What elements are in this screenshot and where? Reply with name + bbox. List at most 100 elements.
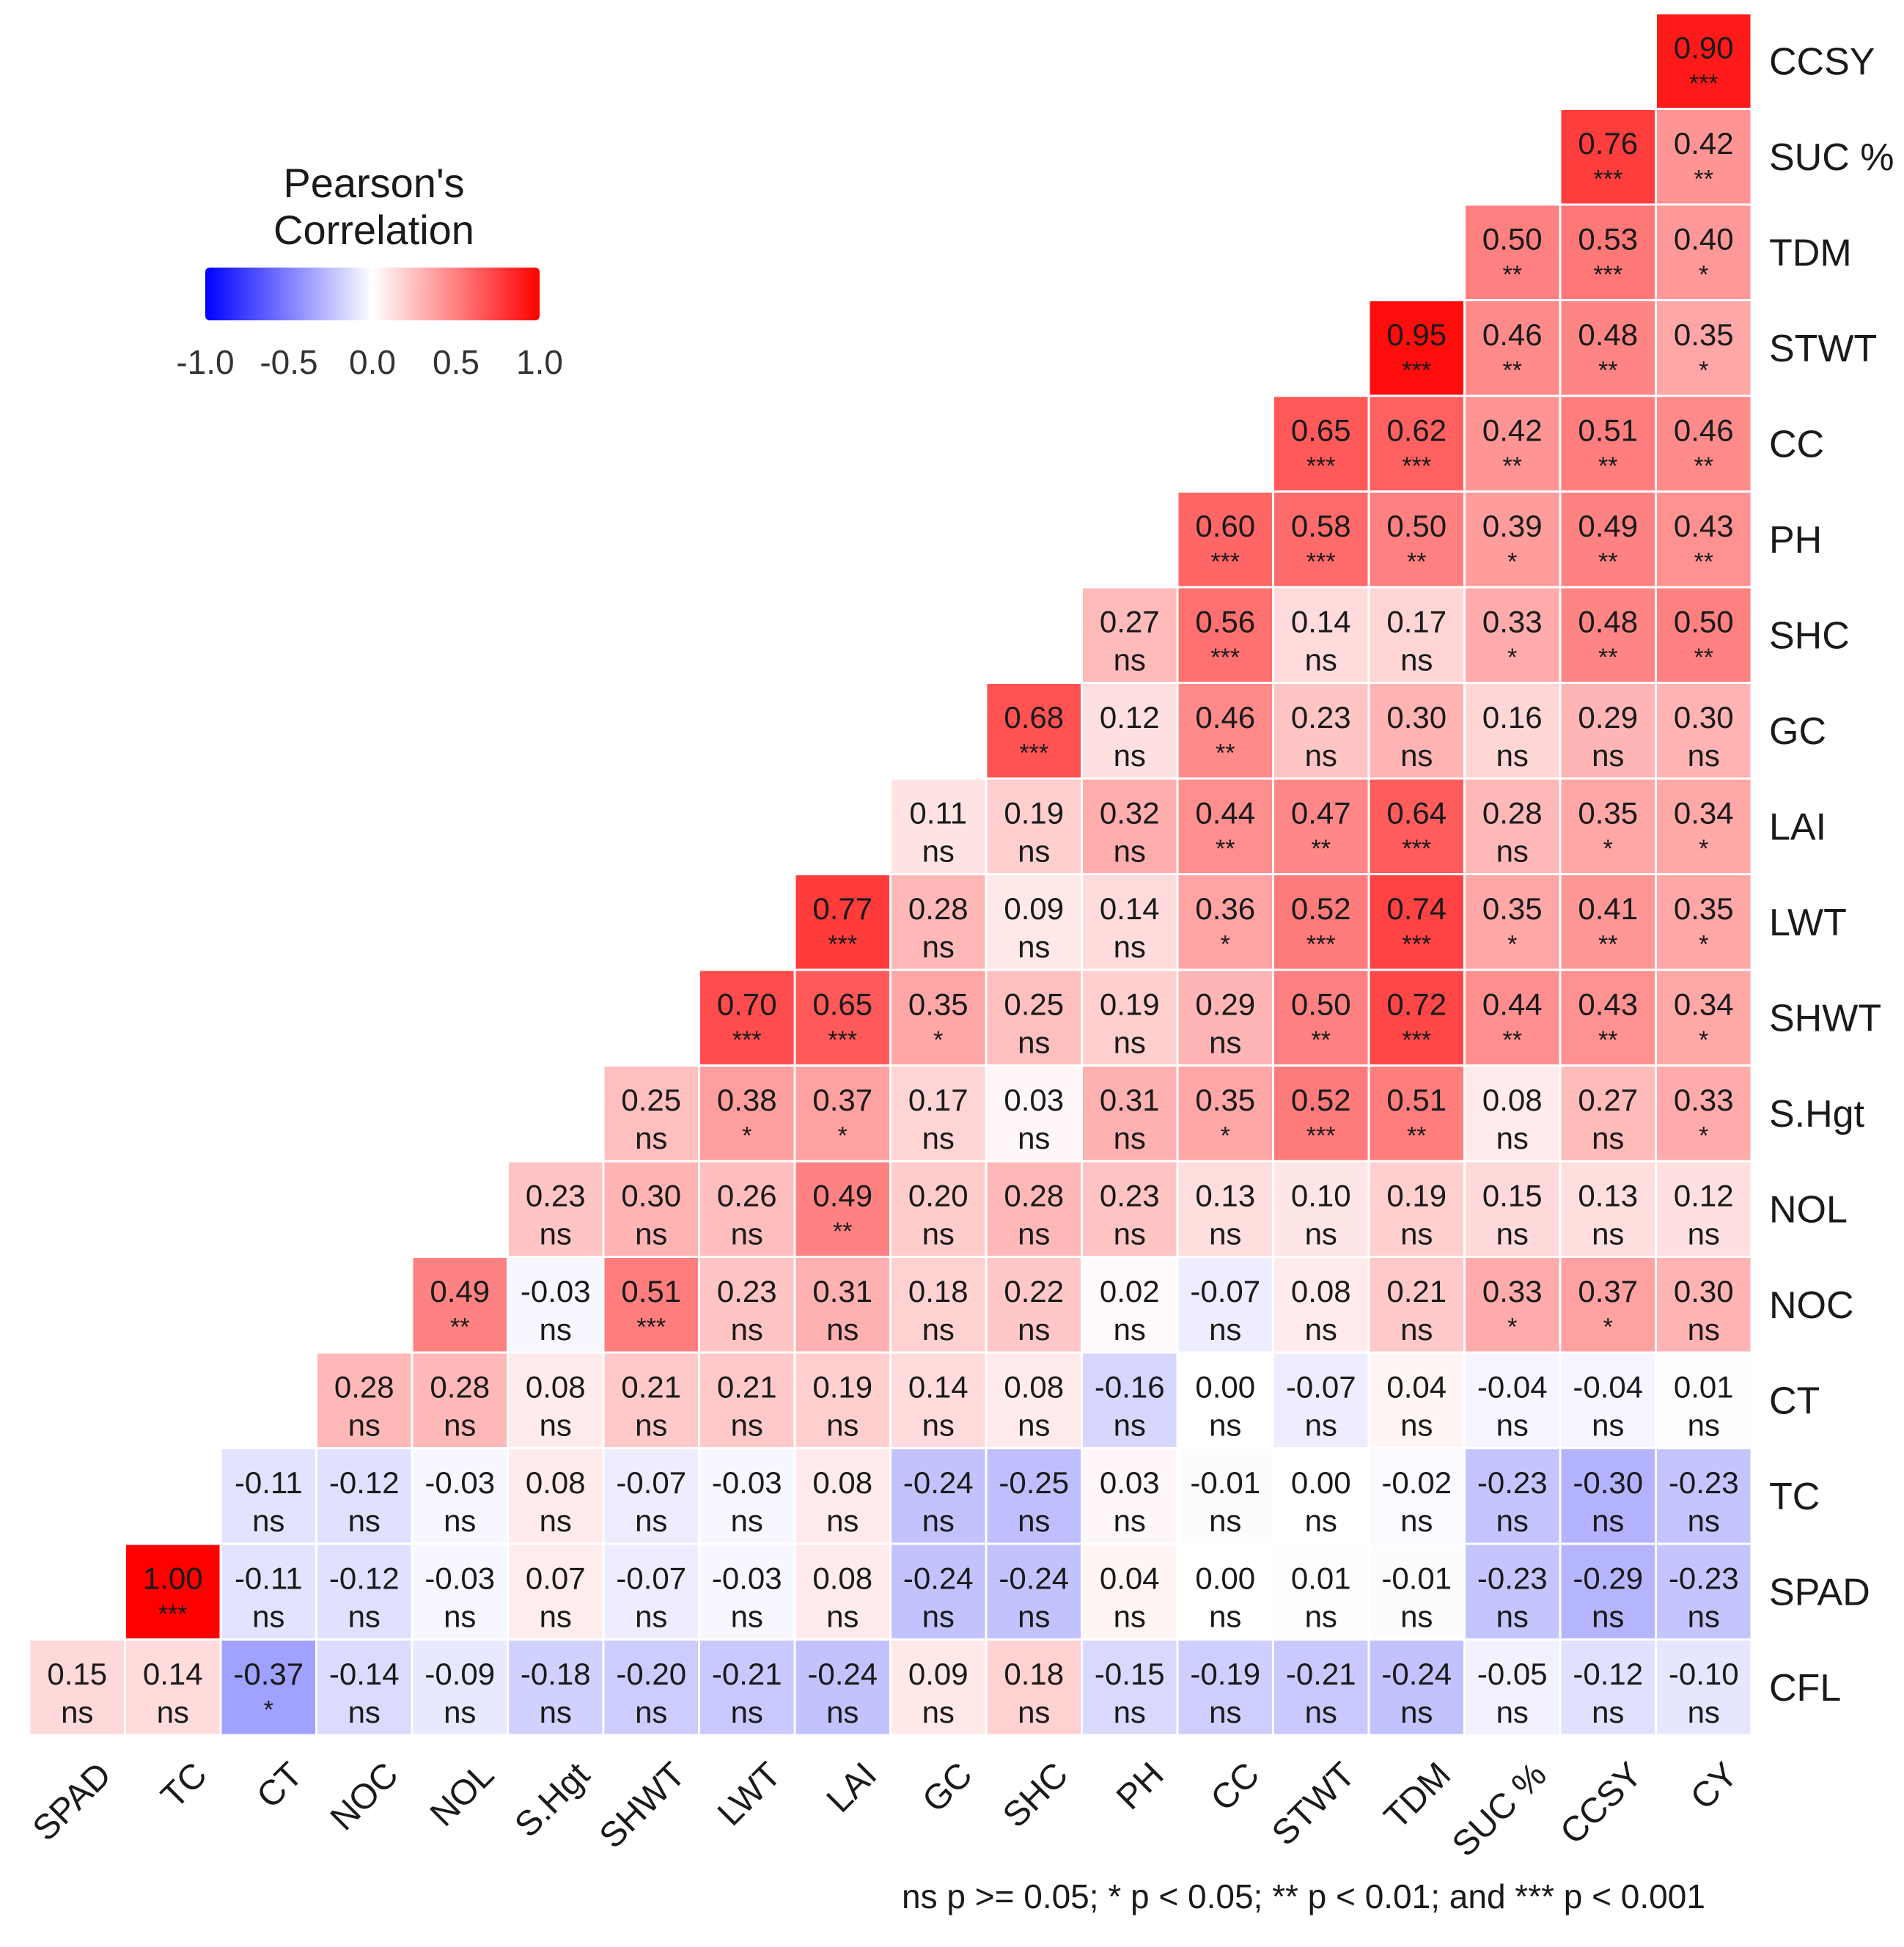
cell-value: 0.01 — [1674, 1369, 1734, 1404]
cell-significance: ns — [1209, 1600, 1241, 1634]
cell-value: 0.31 — [812, 1274, 872, 1309]
cell-significance: ns — [252, 1504, 284, 1538]
cell-significance: ns — [826, 1408, 859, 1443]
cell-value: 0.37 — [1578, 1274, 1638, 1309]
cell-value: -0.02 — [1381, 1465, 1452, 1500]
cell-value: -0.04 — [1477, 1369, 1548, 1404]
y-axis-label: CCSY — [1769, 40, 1875, 83]
cell-value: 0.35 — [908, 987, 968, 1021]
cell-value: -0.11 — [235, 1465, 303, 1500]
legend-title-line2: Correlation — [273, 207, 474, 253]
cell-significance: * — [1507, 931, 1517, 959]
heatmap-cell — [1083, 971, 1177, 1064]
heatmap-cell — [509, 1162, 603, 1256]
cell-value: 0.08 — [812, 1561, 872, 1595]
legend-title: Pearson's Correlation — [220, 160, 528, 254]
cell-value: 0.46 — [1195, 700, 1255, 735]
heatmap-cell — [892, 779, 985, 873]
cell-significance: ns — [1018, 930, 1050, 964]
heatmap-cell — [1561, 1162, 1655, 1256]
cell-significance: ns — [1496, 1217, 1529, 1251]
cell-value: 0.21 — [717, 1369, 777, 1404]
heatmap-cell — [1657, 1258, 1751, 1352]
cell-value: 0.10 — [1291, 1178, 1351, 1212]
cell-value: -0.23 — [1669, 1465, 1739, 1500]
cell-significance: ns — [1018, 1695, 1050, 1729]
heatmap-cell — [1178, 1067, 1272, 1160]
cell-value: 0.28 — [1004, 1178, 1064, 1212]
heatmap-cell — [1657, 1641, 1751, 1734]
cell-value: 0.28 — [908, 891, 968, 926]
heatmap-cell — [413, 1449, 507, 1543]
cell-significance: ns — [1209, 1312, 1241, 1347]
heatmap-cell — [413, 1258, 507, 1352]
cell-significance: ** — [1598, 644, 1617, 671]
cell-value: 0.52 — [1291, 1083, 1351, 1117]
heatmap-cell — [1274, 397, 1368, 490]
cell-significance: ns — [1114, 1217, 1146, 1251]
heatmap-cell — [1274, 875, 1368, 969]
cell-value: 0.26 — [717, 1178, 777, 1212]
cell-value: -0.01 — [1190, 1465, 1260, 1500]
cell-significance: ns — [1209, 1026, 1241, 1060]
cell-significance: ns — [731, 1695, 763, 1729]
cell-significance: ns — [922, 1312, 955, 1347]
cell-significance: ns — [1400, 1408, 1433, 1443]
heatmap-cell — [1466, 205, 1559, 299]
cell-significance: ns — [1114, 643, 1146, 677]
heatmap-cell — [413, 1353, 507, 1447]
x-axis-label: STWT — [1265, 1755, 1363, 1853]
heatmap-cell — [509, 1545, 603, 1638]
heatmap-cell — [1561, 684, 1655, 778]
cell-significance: ns — [348, 1504, 381, 1538]
cell-value: -0.21 — [712, 1657, 782, 1691]
cell-significance: ns — [922, 1504, 955, 1538]
heatmap-cell — [795, 971, 889, 1064]
heatmap-cell — [413, 1641, 507, 1734]
cell-value: 0.50 — [1291, 987, 1351, 1021]
heatmap-cell — [1178, 1258, 1272, 1352]
cell-significance: * — [1603, 1314, 1613, 1341]
cell-value: -0.29 — [1573, 1561, 1643, 1595]
heatmap-cell — [604, 1449, 698, 1543]
heatmap-cell — [987, 1258, 1081, 1352]
cell-value: 0.15 — [47, 1657, 107, 1691]
cell-significance: ns — [1114, 1121, 1146, 1155]
cell-value: 0.53 — [1578, 221, 1638, 256]
cell-value: -0.23 — [1669, 1561, 1739, 1595]
heatmap-cell — [1083, 588, 1177, 682]
cell-value: 0.44 — [1195, 795, 1255, 830]
cell-value: -0.24 — [999, 1561, 1069, 1595]
cell-value: 0.77 — [812, 891, 872, 926]
cell-value: -0.23 — [1477, 1561, 1548, 1595]
heatmap-cell — [1657, 397, 1751, 490]
cell-value: 0.14 — [1100, 891, 1160, 926]
heatmap-cell — [221, 1641, 315, 1734]
x-axis-label: SHWT — [592, 1755, 693, 1855]
cell-value: 0.44 — [1482, 987, 1543, 1021]
cell-value: 0.65 — [812, 987, 872, 1021]
cell-value: 1.00 — [143, 1561, 203, 1595]
cell-value: -0.37 — [233, 1657, 304, 1691]
cell-significance: *** — [1402, 1026, 1431, 1054]
cell-significance: ns — [1209, 1408, 1241, 1443]
y-axis-label: LAI — [1769, 806, 1826, 848]
cell-significance: ns — [444, 1504, 476, 1538]
cell-value: 0.14 — [908, 1369, 968, 1404]
cell-value: 0.08 — [1004, 1369, 1064, 1404]
heatmap-cell — [1657, 875, 1751, 969]
heatmap-cell — [126, 1641, 220, 1734]
y-axis-label: NOC — [1769, 1284, 1854, 1327]
cell-value: -0.04 — [1573, 1369, 1643, 1404]
y-axis-label: SHWT — [1769, 997, 1881, 1039]
cell-significance: *** — [1210, 548, 1240, 576]
cell-value: 0.18 — [1004, 1657, 1064, 1691]
cell-significance: *** — [1306, 452, 1336, 480]
cell-significance: ** — [1694, 166, 1713, 194]
heatmap-cell — [1178, 1641, 1272, 1734]
cell-value: 0.12 — [1674, 1178, 1734, 1212]
y-axis-label: SUC % — [1769, 136, 1894, 179]
heatmap-cell — [1083, 875, 1177, 969]
cell-value: 0.33 — [1674, 1083, 1734, 1117]
cell-significance: ns — [1688, 1600, 1720, 1634]
